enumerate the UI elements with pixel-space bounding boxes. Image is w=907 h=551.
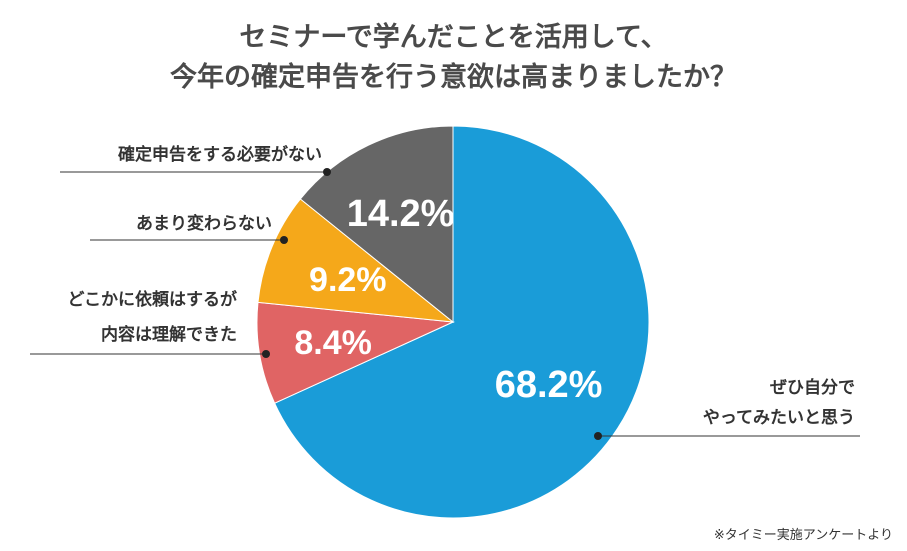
chart-title: セミナーで学んだことを活用して、 今年の確定申告を行う意欲は高まりましたか？ [0, 18, 907, 98]
leader-dot-2 [262, 350, 270, 358]
slice-category-label-3-1: あまり変わらない [136, 213, 272, 234]
slice-value-label-1: 68.2% [495, 364, 603, 406]
pie-slice-3 [257, 198, 455, 323]
pie-slice-1 [273, 125, 650, 519]
leader-dot-3 [280, 236, 288, 244]
slice-category-label-1-2: やってみたいと思う [703, 408, 855, 428]
slice-category-label-2-1: どこかに依頼はするが [68, 289, 238, 310]
title-line-1: セミナーで学んだことを活用して、 [239, 22, 668, 53]
slice-value-label-3: 9.2% [309, 261, 387, 299]
slice-value-label-2: 8.4% [294, 324, 372, 362]
title-line-2: 今年の確定申告を行う意欲は高まりましたか？ [170, 62, 737, 93]
slice-category-label-1-1: ぜひ自分で [770, 377, 855, 398]
slice-value-label-4: 14.2% [347, 193, 455, 235]
source-note: ※タイミー実施アンケートより [713, 528, 893, 543]
leader-dot-4 [323, 168, 331, 176]
slice-category-label-4-1: 確定申告をする必要がない [118, 144, 322, 165]
pie-slice-4 [299, 125, 454, 324]
slice-category-label-2-2: 内容は理解できた [101, 324, 237, 345]
leader-dot-1 [594, 432, 602, 440]
